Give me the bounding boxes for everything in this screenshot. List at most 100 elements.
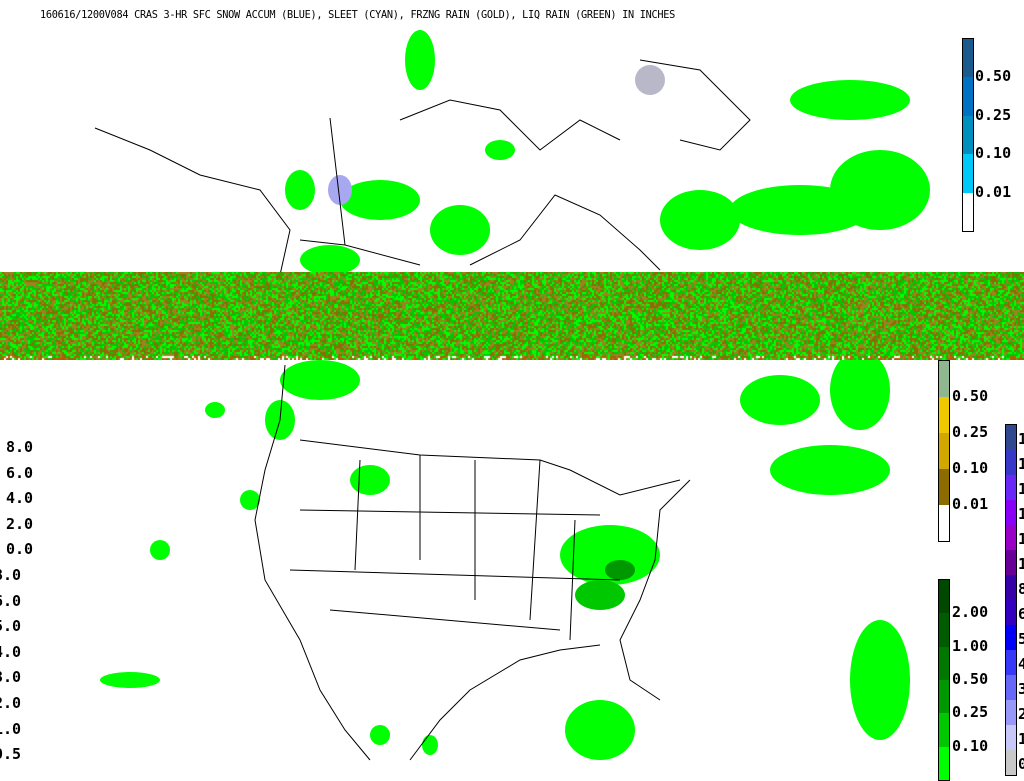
snow-label: 3 — [1018, 682, 1024, 697]
precip-area — [660, 190, 740, 250]
snow-label: 8 — [1018, 582, 1024, 597]
color-swatch — [1006, 525, 1016, 550]
offscreen-legend-label: 0.5 — [0, 747, 21, 762]
liquid-rain-label: 2.00 — [952, 605, 988, 620]
precip-area — [100, 672, 160, 688]
color-swatch — [1006, 600, 1016, 625]
offscreen-legend-label: 4.0 — [6, 491, 33, 506]
offscreen-legend-label: 4.0 — [0, 645, 21, 660]
color-swatch — [963, 154, 973, 192]
precip-area — [830, 350, 890, 430]
color-swatch — [963, 39, 973, 77]
freezing-rain-label: 0.01 — [952, 497, 988, 512]
color-swatch — [939, 647, 949, 680]
color-swatch — [963, 116, 973, 154]
precip-area — [740, 375, 820, 425]
color-swatch — [939, 680, 949, 713]
color-swatch — [1006, 700, 1016, 725]
snow-label: 4 — [1018, 657, 1024, 672]
offscreen-legend-label: 5.0 — [0, 619, 21, 634]
snow-label: 5 — [1018, 632, 1024, 647]
snow-label: 1 — [1018, 482, 1024, 497]
freezing-rain-color-bar — [938, 360, 950, 542]
precip-area — [285, 170, 315, 210]
liquid-rain-color-bar — [938, 579, 950, 781]
precip-area — [150, 540, 170, 560]
offscreen-legend-label: 2.0 — [6, 517, 33, 532]
freezing-rain-label: 0.50 — [952, 389, 988, 404]
precip-area — [575, 580, 625, 610]
offscreen-legend-label: 2.0 — [0, 696, 21, 711]
snow-label: 1 — [1018, 532, 1024, 547]
color-swatch — [939, 505, 949, 541]
color-swatch — [1006, 625, 1016, 650]
sleet-label: 0.25 — [975, 108, 1011, 123]
sleet-color-bar — [962, 38, 974, 232]
color-swatch — [939, 580, 949, 613]
precip-area — [405, 30, 435, 90]
precip-area — [280, 360, 360, 400]
sleet-label: 0.10 — [975, 146, 1011, 161]
color-swatch — [1006, 575, 1016, 600]
precip-area — [370, 725, 390, 745]
precip-areas — [100, 30, 930, 760]
precipitation-map — [0, 28, 930, 768]
coastline-east-gulf — [410, 480, 690, 760]
offscreen-legend-label: 8.0 — [0, 568, 21, 583]
color-swatch — [1006, 475, 1016, 500]
liquid-rain-label: 1.00 — [952, 639, 988, 654]
sleet-label: 0.50 — [975, 69, 1011, 84]
color-swatch — [1006, 650, 1016, 675]
snow-label: 1 — [1018, 432, 1024, 447]
snow-label: 1 — [1018, 507, 1024, 522]
precip-area — [770, 445, 890, 495]
liquid-rain-label: 0.25 — [952, 705, 988, 720]
precip-area — [790, 80, 910, 120]
color-swatch — [963, 77, 973, 115]
precip-area — [730, 185, 870, 235]
color-swatch — [939, 469, 949, 505]
offscreen-legend-label: 1.0 — [0, 722, 21, 737]
color-swatch — [939, 397, 949, 433]
snow-label: 2 — [1018, 707, 1024, 722]
precip-area — [300, 245, 360, 275]
freezing-rain-label: 0.10 — [952, 461, 988, 476]
offscreen-legend-label: 6.0 — [6, 466, 33, 481]
liquid-rain-label: 0.50 — [952, 672, 988, 687]
color-swatch — [1006, 425, 1016, 450]
color-swatch — [939, 747, 949, 780]
color-swatch — [1006, 500, 1016, 525]
precip-area — [205, 402, 225, 418]
color-swatch — [1006, 550, 1016, 575]
precip-area — [485, 140, 515, 160]
color-swatch — [939, 433, 949, 469]
snow-label: 1 — [1018, 732, 1024, 747]
corrupted-data-band — [0, 272, 1024, 360]
map-title: 160616/1200V084 CRAS 3-HR SFC SNOW ACCUM… — [40, 8, 675, 21]
color-swatch — [1006, 750, 1016, 775]
offscreen-legend-label: 0.0 — [6, 542, 33, 557]
color-swatch — [939, 613, 949, 646]
color-swatch — [1006, 675, 1016, 700]
snow-label: 0 — [1018, 757, 1024, 772]
sleet-label: 0.01 — [975, 185, 1011, 200]
precip-area — [635, 65, 665, 95]
snow-label: 1 — [1018, 457, 1024, 472]
precip-area — [605, 560, 635, 580]
freezing-rain-label: 0.25 — [952, 425, 988, 440]
snow-color-bar — [1005, 424, 1017, 776]
offscreen-legend-label: 6.0 — [0, 594, 21, 609]
precip-area — [850, 620, 910, 740]
precip-area — [430, 205, 490, 255]
boundaries — [95, 60, 750, 760]
color-swatch — [963, 193, 973, 231]
precip-area — [240, 490, 260, 510]
color-swatch — [1006, 450, 1016, 475]
color-swatch — [939, 713, 949, 746]
color-swatch — [1006, 725, 1016, 750]
snow-label: 1 — [1018, 557, 1024, 572]
precip-area — [340, 180, 420, 220]
liquid-rain-label: 0.10 — [952, 739, 988, 754]
offscreen-legend-label: 8.0 — [6, 440, 33, 455]
snow-label: 6 — [1018, 607, 1024, 622]
